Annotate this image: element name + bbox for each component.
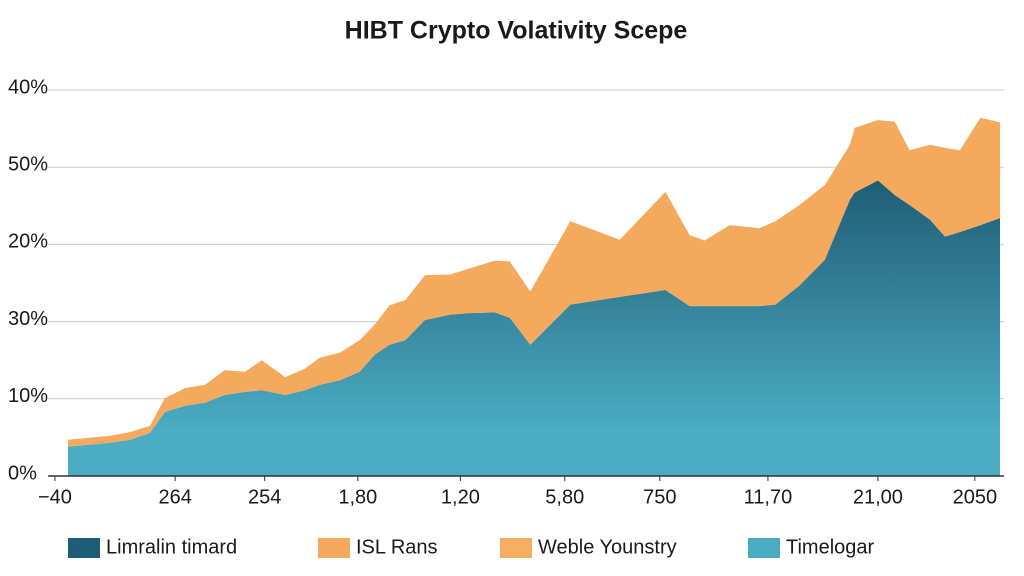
x-tick-label: 21,00 <box>853 486 903 508</box>
area <box>68 117 1000 447</box>
legend-swatch <box>748 538 780 558</box>
x-tick-label: 750 <box>643 486 676 508</box>
legend-label: Weble Younstry <box>538 536 677 558</box>
x-tick-label: 11,70 <box>744 486 793 508</box>
x-tick-label: 264 <box>158 486 191 508</box>
legend-label: Limralin timard <box>106 536 237 558</box>
y-tick-label: 20% <box>8 231 48 253</box>
x-tick-label: 2050 <box>953 486 998 508</box>
y-tick-label: 10% <box>8 385 48 407</box>
y-tick-label: 40% <box>8 76 48 98</box>
legend-label: ISL Rans <box>356 536 438 558</box>
legend-label: Timelogar <box>786 536 875 558</box>
y-tick-label: 30% <box>8 308 48 330</box>
chart-title: HIBT Crypto Volativity Scepe <box>345 17 688 45</box>
x-tick-label: 254 <box>248 486 281 508</box>
y-tick-label: 50% <box>8 153 48 175</box>
legend-swatch <box>68 538 100 558</box>
x-tick-label: 1,20 <box>441 486 480 508</box>
y-tick-label: 0% <box>8 462 37 484</box>
x-tick-label: 1,80 <box>338 486 377 508</box>
x-tick-label: 5,80 <box>545 486 584 508</box>
area <box>68 180 1000 476</box>
legend-swatch <box>318 538 350 558</box>
x-tick-label: −40 <box>38 486 72 508</box>
legend-swatch <box>500 538 532 558</box>
